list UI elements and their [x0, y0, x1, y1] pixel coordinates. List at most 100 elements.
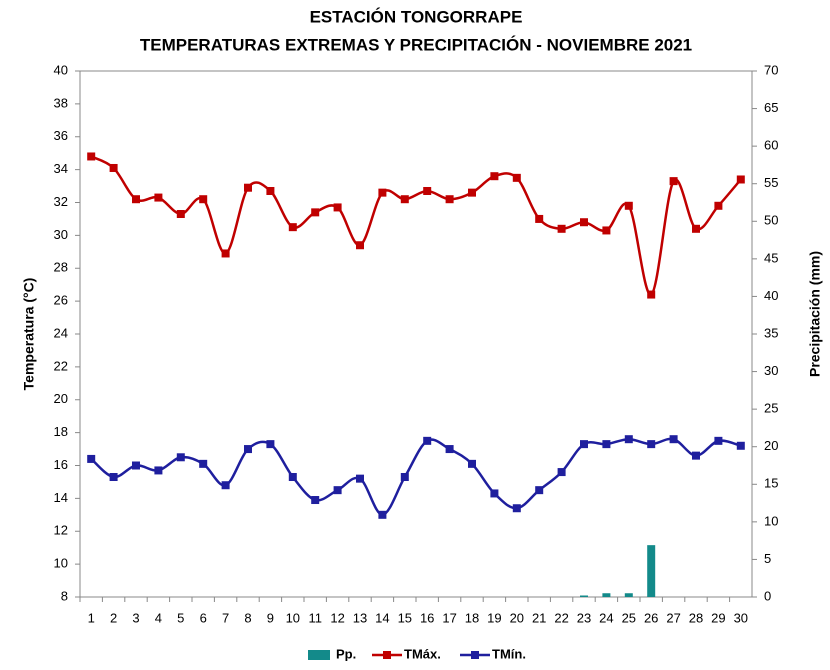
marker — [244, 183, 252, 192]
bar — [580, 595, 588, 597]
y-tick-label: 20 — [54, 391, 68, 406]
marker — [512, 504, 521, 513]
y2-tick-label: 25 — [764, 401, 778, 416]
x-tick-label: 29 — [711, 610, 725, 625]
marker — [378, 510, 387, 519]
marker — [199, 459, 208, 468]
marker — [535, 486, 544, 495]
marker — [154, 193, 163, 202]
marker — [311, 208, 320, 217]
x-tick-label: 1 — [88, 610, 95, 625]
marker — [333, 203, 342, 212]
y2-tick-label: 0 — [764, 588, 771, 603]
marker — [602, 440, 611, 449]
y2-tick-label: 50 — [764, 213, 778, 228]
y2-tick-label: 15 — [764, 476, 778, 491]
marker — [288, 473, 297, 482]
y-tick-label: 28 — [54, 260, 68, 275]
marker — [714, 436, 723, 445]
y-tick-label: 26 — [54, 293, 68, 308]
marker — [356, 474, 364, 483]
x-tick-label: 22 — [554, 610, 568, 625]
x-tick-label: 17 — [442, 610, 456, 625]
marker — [692, 451, 700, 460]
line — [90, 437, 742, 517]
marker — [512, 173, 521, 182]
y-tick-label: 12 — [54, 523, 68, 538]
bar — [602, 593, 611, 597]
y-tick-label: 14 — [54, 490, 68, 505]
marker — [221, 481, 230, 490]
x-tick-label: 12 — [330, 610, 344, 625]
marker — [736, 175, 745, 184]
x-tick-label: 2 — [110, 610, 117, 625]
x-tick-label: 8 — [244, 610, 251, 625]
marker — [490, 489, 499, 498]
x-tick-label: 24 — [599, 610, 613, 625]
marker — [580, 440, 588, 449]
x-tick-label: 10 — [286, 610, 300, 625]
marker — [624, 201, 633, 210]
x-tick-label: 18 — [465, 610, 479, 625]
legend-marker — [383, 651, 391, 659]
marker — [87, 454, 96, 463]
x-tick-label: 30 — [734, 610, 748, 625]
x-tick-label: 23 — [577, 610, 591, 625]
marker — [109, 163, 118, 172]
x-tick-label: 7 — [222, 610, 229, 625]
marker — [468, 188, 476, 197]
x-tick-label: 20 — [510, 610, 524, 625]
marker — [333, 486, 342, 495]
y2-tick-label: 35 — [764, 325, 778, 340]
y2-axis-title: Precipitación (mm) — [807, 251, 823, 377]
x-tick-label: 19 — [487, 610, 501, 625]
legend-label: TMín. — [492, 646, 526, 661]
x-tick-label: 25 — [622, 610, 636, 625]
marker — [288, 223, 297, 232]
marker — [356, 241, 364, 250]
marker — [109, 473, 118, 482]
y-tick-label: 22 — [54, 358, 68, 373]
marker — [221, 249, 230, 258]
x-tick-label: 6 — [200, 610, 207, 625]
y-tick-label: 8 — [61, 588, 68, 603]
legend-label: TMáx. — [404, 646, 441, 661]
marker — [154, 466, 163, 475]
marker — [490, 172, 499, 181]
marker — [176, 453, 185, 462]
y2-tick-label: 70 — [764, 62, 778, 77]
marker — [400, 473, 409, 482]
legend-label: Pp. — [336, 646, 356, 661]
marker — [132, 195, 140, 204]
y-tick-label: 36 — [54, 128, 68, 143]
y-tick-label: 30 — [54, 227, 68, 242]
chart-title: ESTACIÓN TONGORRAPE — [310, 7, 523, 26]
x-tick-label: 27 — [666, 610, 680, 625]
bar — [647, 545, 656, 597]
x-tick-label: 14 — [375, 610, 389, 625]
marker — [176, 210, 185, 219]
plot-area — [79, 70, 753, 598]
marker — [266, 186, 275, 195]
x-tick-label: 28 — [689, 610, 703, 625]
marker — [624, 435, 633, 444]
y2-tick-label: 30 — [764, 363, 778, 378]
y-tick-label: 40 — [54, 62, 68, 77]
y-tick-label: 10 — [54, 556, 68, 571]
marker — [445, 195, 454, 204]
y2-tick-label: 60 — [764, 138, 778, 153]
marker — [647, 290, 656, 299]
y2-tick-label: 40 — [764, 288, 778, 303]
y-tick-label: 32 — [54, 194, 68, 209]
marker — [692, 224, 700, 233]
marker — [557, 468, 566, 477]
y2-tick-label: 65 — [764, 100, 778, 115]
marker — [714, 201, 723, 210]
marker — [423, 186, 432, 195]
marker — [580, 218, 588, 227]
marker — [199, 195, 208, 204]
marker — [87, 152, 96, 161]
line — [90, 155, 742, 296]
marker — [669, 435, 678, 444]
y-tick-label: 34 — [54, 161, 68, 176]
